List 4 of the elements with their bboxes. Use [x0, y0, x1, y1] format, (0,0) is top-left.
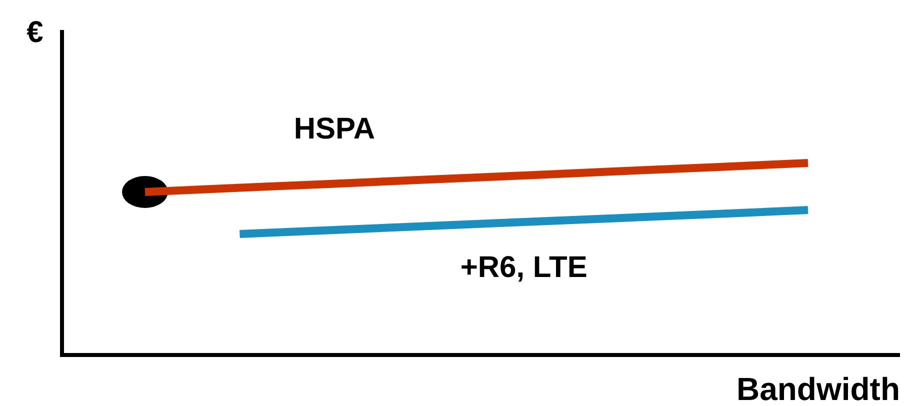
series-label: +R6, LTE	[460, 250, 588, 284]
y-axis-title: €	[26, 16, 44, 49]
x-axis-title: Bandwidth	[736, 371, 900, 406]
series-label: HSPA	[294, 112, 375, 146]
